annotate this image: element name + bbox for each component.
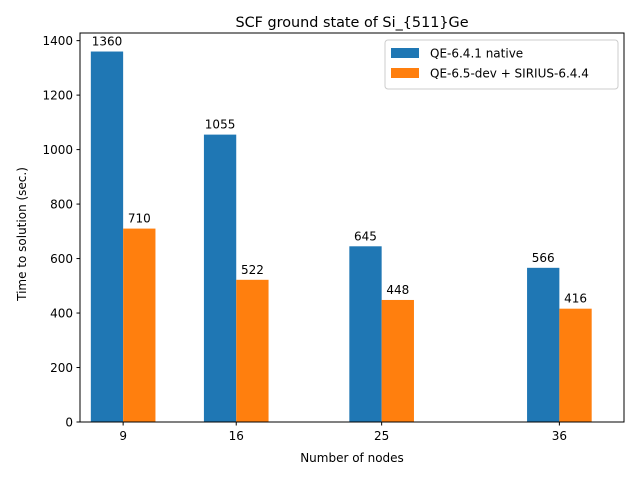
- y-tick-label-800: 800: [50, 197, 73, 211]
- bar-labels-layer: 1360 1055 645 566 710 522 448 416: [92, 35, 587, 306]
- chart-title: SCF ground state of Si_{511}Ge: [235, 15, 468, 31]
- bar-native-36: [527, 267, 560, 422]
- legend-label-native: QE-6.4.1 native: [430, 47, 523, 61]
- bar-native-16: [203, 134, 237, 422]
- bar-native-9: [90, 51, 124, 423]
- y-tick-label-1400: 1400: [42, 34, 73, 48]
- y-axis-label: Time to solution (sec.): [15, 167, 29, 302]
- legend: QE-6.4.1 native QE-6.5-dev + SIRIUS-6.4.4: [384, 39, 619, 90]
- axes-layer: 0 200 400 600 800 1000 1200 1400 9 16 25 36: [42, 32, 625, 443]
- x-tick-label-9: 9: [119, 429, 127, 443]
- x-axis-label: Number of nodes: [300, 451, 404, 465]
- legend-swatch-sirius: [391, 68, 419, 78]
- axes-frame: [79, 32, 625, 423]
- bar-native-25: [349, 246, 382, 422]
- bar-value-label-sirius-16: 522: [241, 263, 264, 277]
- bar-sirius-25: [381, 299, 414, 422]
- x-tick-label-25: 25: [374, 429, 389, 443]
- legend-swatch-native: [391, 48, 419, 58]
- bar-value-label-native-36: 566: [532, 251, 555, 265]
- bar-value-label-native-16: 1055: [205, 118, 236, 132]
- bar-value-label-native-9: 1360: [92, 35, 123, 49]
- bar-value-label-sirius-9: 710: [128, 212, 151, 226]
- y-tick-label-1200: 1200: [42, 88, 73, 102]
- x-tick-label-16: 16: [229, 429, 244, 443]
- legend-label-sirius: QE-6.5-dev + SIRIUS-6.4.4: [430, 67, 589, 81]
- bar-value-label-native-25: 645: [354, 229, 377, 243]
- bar-value-label-sirius-25: 448: [386, 283, 409, 297]
- bar-value-label-sirius-36: 416: [564, 292, 587, 306]
- y-tick-label-400: 400: [50, 306, 73, 320]
- y-tick-label-600: 600: [50, 252, 73, 266]
- bars-layer: [90, 51, 592, 423]
- bar-sirius-36: [559, 308, 592, 422]
- bar-sirius-16: [236, 279, 269, 422]
- y-tick-label-200: 200: [50, 361, 73, 375]
- bar-sirius-9: [123, 228, 156, 422]
- x-tick-label-36: 36: [552, 429, 567, 443]
- y-tick-label-1000: 1000: [42, 143, 73, 157]
- y-tick-label-0: 0: [65, 415, 73, 429]
- legend-box: [384, 39, 619, 90]
